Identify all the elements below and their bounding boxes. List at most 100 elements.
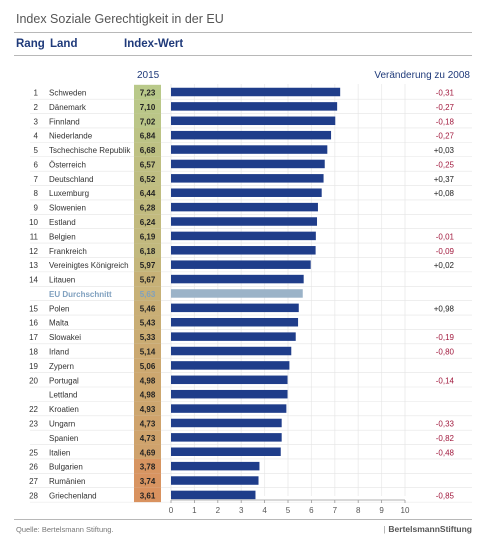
rank-label: 25 [29,448,38,457]
rank-label: 19 [29,362,38,371]
bar [171,490,256,500]
bar [171,404,287,413]
rank-label: 26 [29,463,38,472]
bar [171,361,290,370]
x-tick-label: 3 [239,506,244,515]
rank-label: 28 [29,491,38,500]
change-column-header: Veränderung zu 2008 [374,70,470,81]
bar [171,317,299,327]
bar [171,346,292,356]
country-label: Polen [49,304,69,313]
bar [171,418,282,428]
index-cell [134,243,161,258]
index-value-label: 5,67 [140,276,156,285]
country-label: Griechenland [49,491,97,500]
country-label: Estland [49,218,76,227]
country-label: Niederlande [49,132,93,141]
country-label: Portugal [49,376,79,385]
change-label: -0,80 [436,348,455,357]
rank-label: 2 [34,103,39,112]
change-label: -0,18 [436,117,455,126]
index-value-label: 5,97 [140,261,156,270]
bar [171,332,296,341]
change-label: -0,85 [436,491,455,500]
index-cell [134,286,161,301]
bar [171,145,328,154]
bar [171,116,336,126]
country-label: Finnland [49,117,80,126]
x-tick-label: 7 [333,506,338,515]
index-cell [134,271,161,287]
index-cell [134,386,161,402]
rank-label: 17 [29,333,38,342]
x-tick-label: 6 [309,506,314,515]
bar [171,433,282,442]
index-value-label: 6,68 [140,146,156,155]
index-cell [134,415,161,431]
index-cell [134,329,161,344]
index-value-label: 5,06 [140,362,156,371]
country-label: Bulgarien [49,463,83,472]
bar [171,102,338,111]
country-label: Slowakei [49,333,81,342]
rank-label: 10 [29,218,38,227]
index-cell [134,113,161,128]
index-value-label: 4,73 [140,419,156,428]
country-label: Litauen [49,276,75,285]
x-tick-label: 4 [262,506,267,515]
bar [171,303,299,313]
header-divider [14,55,472,56]
source-note: Quelle: Bertelsmann Stiftung. [16,525,114,534]
rank-label: 18 [29,348,38,357]
rank-label: 4 [34,132,39,141]
change-label: -0,14 [436,376,455,385]
index-value-label: 3,74 [140,477,156,486]
bar [171,87,341,97]
index-value-label: 4,73 [140,434,156,443]
index-cell [134,171,161,186]
change-label: -0,82 [436,434,455,443]
index-value-label: 5,33 [140,333,156,342]
rank-label: 27 [29,477,38,486]
index-cell [134,473,161,488]
change-label: +0,02 [434,261,455,270]
index-cell [134,199,161,215]
index-cell [134,372,161,387]
index-cell [134,358,161,373]
index-value-label: 4,98 [140,391,156,400]
index-value-label: 7,10 [140,103,156,112]
rank-label: 11 [30,232,39,241]
rank-label: 20 [29,376,38,385]
index-cell [134,315,161,330]
rank-label: 23 [29,419,38,428]
country-label: Ungarn [49,419,75,428]
change-label: -0,48 [436,448,455,457]
change-label: -0,27 [436,103,455,112]
index-value-label: 7,02 [140,117,156,126]
rank-column-header: Rang [16,38,45,50]
index-column-header: Index-Wert [124,38,184,50]
bar [171,159,325,169]
index-cell [134,84,161,100]
index-value-label: 5,14 [140,348,156,357]
country-label: Slowenien [49,204,86,213]
index-cell [134,343,161,359]
rank-label: 15 [29,304,38,313]
country-label: Schweden [49,89,86,98]
change-label: -0,01 [436,232,455,241]
eu-average-bar [171,289,303,298]
bar [171,260,311,269]
bar [171,476,259,485]
bar [171,174,324,183]
country-label: Zypern [49,362,74,371]
index-value-label: 6,57 [140,160,156,169]
country-label: Tschechische Republik [49,146,131,155]
index-cell [134,430,161,445]
index-value-label: 6,24 [140,218,156,227]
rank-label: 6 [34,160,39,169]
index-value-label: 3,78 [140,463,156,472]
change-label: -0,19 [436,333,455,342]
x-tick-label: 0 [169,506,174,515]
change-label: +0,03 [434,146,455,155]
